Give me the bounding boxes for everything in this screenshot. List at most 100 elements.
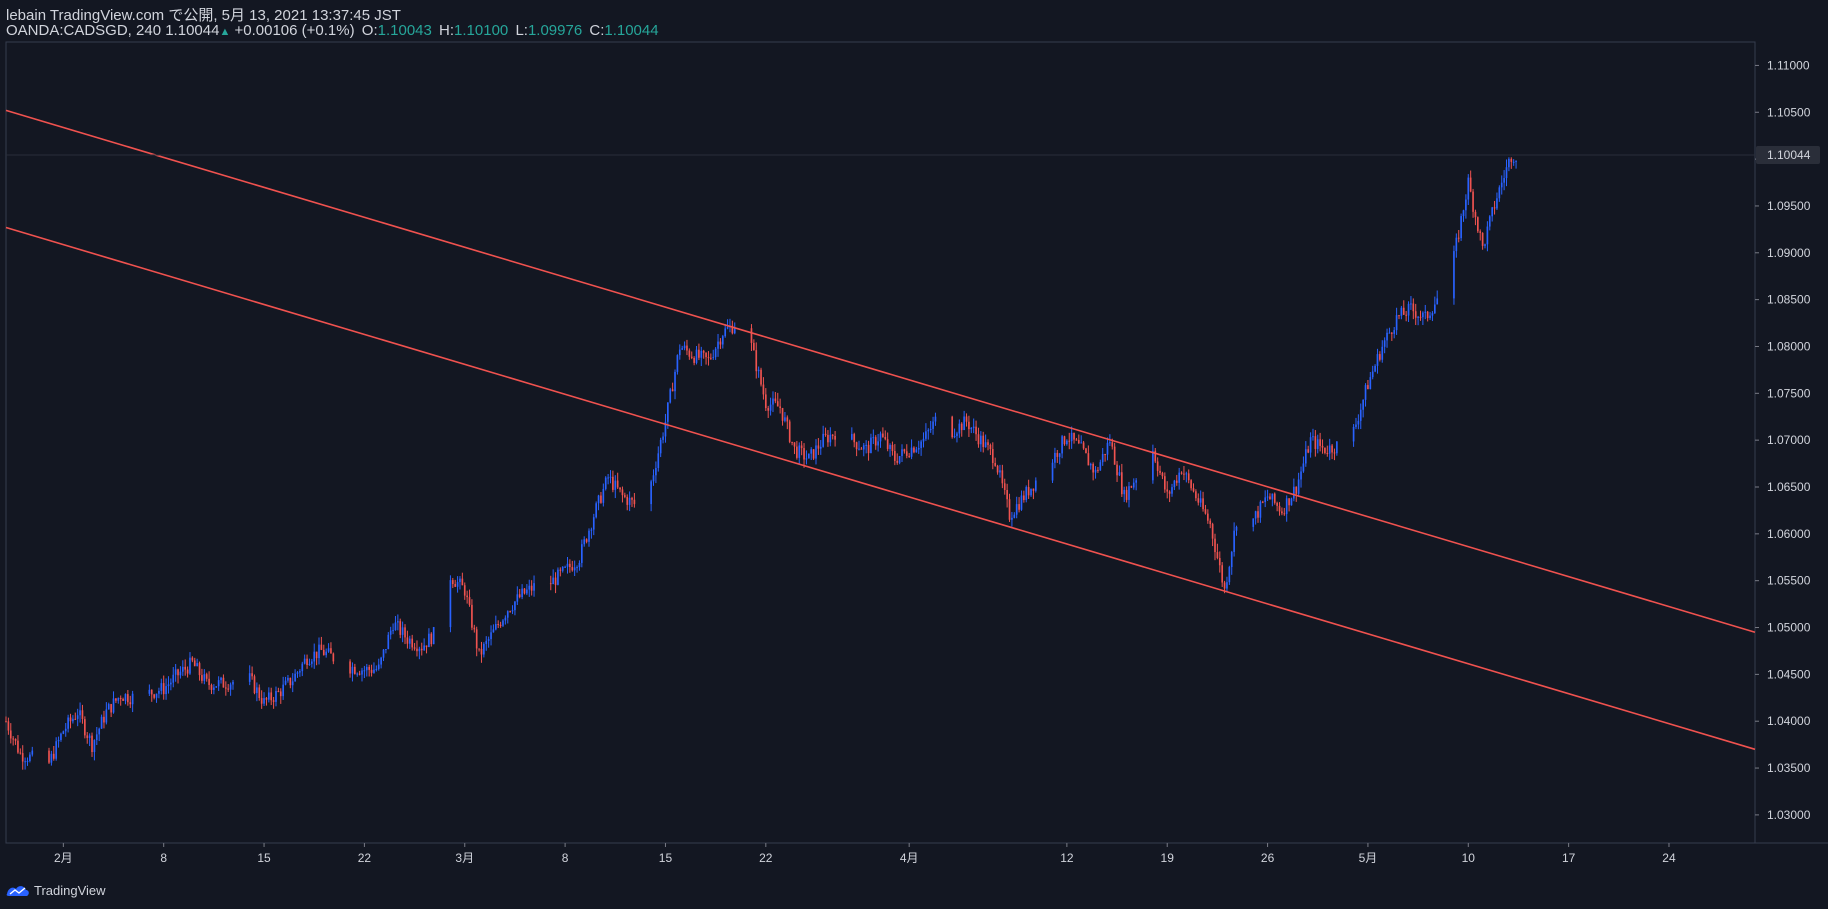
candle <box>79 702 81 723</box>
candle <box>385 649 387 654</box>
candle <box>471 599 473 631</box>
candle <box>1309 432 1312 458</box>
candle <box>652 469 655 486</box>
candle <box>678 344 681 360</box>
candle <box>1462 209 1465 222</box>
candle <box>9 723 12 744</box>
candle <box>850 427 853 441</box>
candle <box>150 689 153 702</box>
candle <box>270 687 273 706</box>
price-tick-label: 1.04500 <box>1767 667 1811 681</box>
time-tick-label: 15 <box>659 851 673 865</box>
candle <box>1058 452 1061 465</box>
candle <box>980 431 982 452</box>
candle <box>196 658 198 667</box>
candle <box>1168 490 1171 503</box>
candle <box>494 615 497 631</box>
candle <box>351 662 354 682</box>
candle <box>158 687 160 699</box>
candle <box>275 686 277 707</box>
candle <box>1302 456 1305 473</box>
candle <box>1156 457 1159 477</box>
time-tick-label: 8 <box>160 851 167 865</box>
candle <box>1395 307 1398 335</box>
time-tick-label: 17 <box>1562 851 1576 865</box>
candle <box>614 475 617 499</box>
candle <box>662 432 664 444</box>
candle <box>1070 426 1073 449</box>
candle <box>862 442 865 457</box>
candle <box>327 643 330 653</box>
candle <box>1491 206 1494 222</box>
candle <box>1357 414 1360 430</box>
candle <box>1316 434 1319 454</box>
candle <box>1405 311 1407 322</box>
candle <box>1120 463 1123 497</box>
candle <box>1328 438 1331 461</box>
candle <box>592 513 595 536</box>
candle <box>1252 518 1255 532</box>
candle <box>208 671 210 690</box>
candle <box>1180 471 1183 475</box>
candle <box>1166 481 1169 499</box>
candle <box>958 419 961 438</box>
candle <box>569 559 571 573</box>
candle <box>987 439 989 451</box>
candle <box>213 684 215 695</box>
candle <box>1097 466 1099 473</box>
price-tick-label: 1.07000 <box>1767 433 1811 447</box>
candle <box>74 712 77 721</box>
candle <box>786 415 789 430</box>
candle <box>793 442 796 455</box>
tradingview-logo-icon <box>6 886 29 896</box>
candle <box>55 737 58 761</box>
candle <box>392 623 394 635</box>
candle <box>322 644 325 656</box>
candle <box>922 432 925 448</box>
candle <box>975 420 977 441</box>
price-tick-label: 1.04000 <box>1767 714 1811 728</box>
candle <box>1077 434 1080 445</box>
candle <box>999 464 1001 478</box>
candle <box>1123 486 1126 503</box>
candle <box>1116 461 1118 482</box>
candle <box>631 496 633 507</box>
candle <box>1276 501 1278 512</box>
candle <box>621 486 624 503</box>
candle <box>380 656 382 669</box>
candle <box>1066 439 1068 446</box>
time-axis[interactable]: 2月 8 15 22 3月 8 15 22 4月 12 19 26 5月 10 17 24 <box>6 842 1828 865</box>
candle <box>571 560 574 572</box>
candle <box>193 657 196 667</box>
candle <box>1089 462 1092 470</box>
candle <box>404 624 406 645</box>
candle <box>724 324 727 338</box>
candle <box>267 687 270 703</box>
candle <box>119 695 122 706</box>
trend-lines[interactable] <box>5 109 1756 751</box>
candle <box>760 367 762 387</box>
candle <box>669 387 672 404</box>
tradingview-branding[interactable]: TradingView <box>6 882 106 898</box>
candle <box>1481 232 1484 250</box>
trend-line-upper[interactable] <box>5 109 1756 633</box>
candle <box>1154 447 1157 464</box>
trend-line-lower[interactable] <box>5 226 1756 751</box>
candle <box>483 642 485 658</box>
symbol-label[interactable]: OANDA:CADSGD, 240 <box>6 22 162 39</box>
candle <box>423 638 425 651</box>
candle <box>784 412 786 423</box>
candle <box>117 697 120 704</box>
candle <box>530 580 533 596</box>
candle <box>1006 483 1008 508</box>
candle <box>860 446 863 450</box>
candle <box>377 658 380 671</box>
candle <box>1175 474 1178 486</box>
candle <box>330 642 332 654</box>
candle <box>702 349 705 359</box>
open-value: 1.10043 <box>377 22 432 39</box>
candle <box>260 690 263 709</box>
time-tick-label: 4月 <box>900 851 919 865</box>
price-tick-label: 1.05500 <box>1767 574 1811 588</box>
